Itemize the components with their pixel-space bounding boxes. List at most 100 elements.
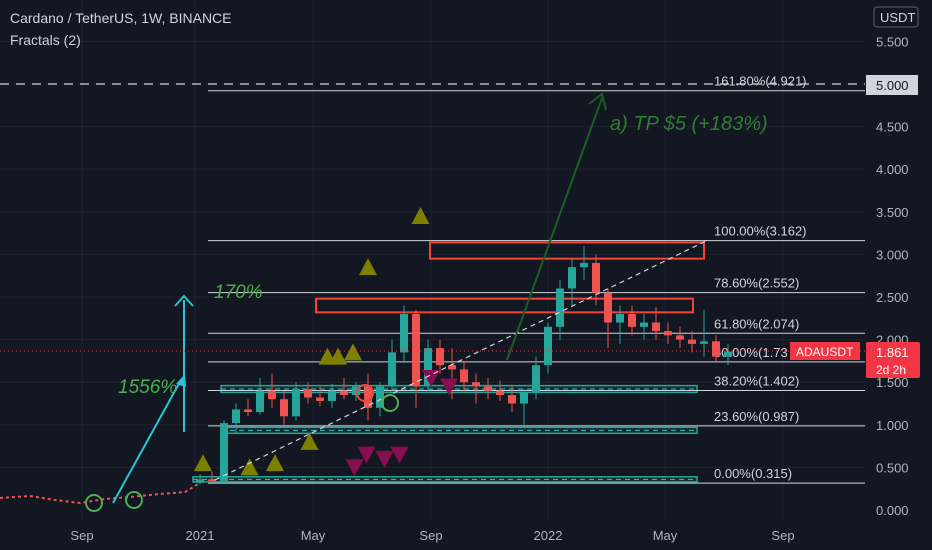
- time-axis-tick: May: [653, 528, 678, 543]
- gain-label-2: 170%: [214, 282, 263, 303]
- fractal-up-marker: [411, 207, 430, 225]
- time-axis-tick: Sep: [70, 528, 93, 543]
- gain-arrow-head: [174, 294, 194, 307]
- candle-body: [484, 386, 492, 391]
- candle-body: [424, 348, 432, 387]
- candle-body: [556, 288, 564, 327]
- symbol-tag: [790, 342, 860, 360]
- fib-label: 0.00%(0.315): [714, 466, 792, 481]
- fractal-down-marker: [357, 446, 376, 464]
- resistance-zone: [429, 241, 705, 260]
- candle-body: [328, 390, 336, 401]
- time-axis-tick: 2022: [534, 528, 563, 543]
- candle-body: [256, 390, 264, 413]
- fib-label: 61.80%(2.074): [714, 316, 799, 331]
- candle-body: [352, 386, 360, 395]
- price-tag: [866, 342, 920, 378]
- fib-label: 50.00%(1.73: [714, 345, 788, 360]
- candle-body: [652, 322, 660, 332]
- price-axis-tick: 3.500: [876, 205, 909, 220]
- time-axis-tick: Sep: [419, 528, 442, 543]
- candle-body: [520, 392, 528, 404]
- indicator-label[interactable]: Fractals (2): [10, 32, 81, 48]
- fractal-up-marker: [329, 347, 347, 365]
- fractal-down-marker: [375, 450, 394, 468]
- price-axis-tick: 5.500: [876, 34, 909, 49]
- candle-body: [544, 326, 552, 366]
- candle-body: [688, 339, 696, 344]
- candle-body: [436, 348, 444, 366]
- candle-body: [280, 399, 288, 417]
- price-axis: 0.0000.5001.0001.5002.0002.5003.0003.500…: [790, 0, 932, 520]
- time-axis-tick: 2021: [186, 528, 215, 543]
- highlight-circle: [85, 494, 103, 512]
- price-axis-tick: 3.000: [876, 247, 909, 262]
- resistance-zone: [315, 297, 694, 314]
- dashed-level-tag: [866, 75, 918, 95]
- fractal-up-marker: [344, 343, 362, 361]
- candle-body: [628, 314, 636, 327]
- fib-label: 23.60%(0.987): [714, 409, 799, 424]
- candle-body: [460, 369, 468, 383]
- candle-body: [340, 390, 348, 395]
- target-arrow-line: [506, 97, 603, 361]
- fib-label: 100.00%(3.162): [714, 224, 807, 239]
- price-axis-tick: 4.000: [876, 162, 909, 177]
- fib-label: 38.20%(1.402): [714, 374, 799, 389]
- fractal-up-marker: [194, 454, 212, 472]
- candle-body: [640, 322, 648, 327]
- target-label: a) TP $5 (+183%): [610, 113, 768, 135]
- fractal-down-marker: [422, 369, 440, 387]
- highlight-circle: [381, 394, 399, 412]
- candle-body: [232, 409, 240, 424]
- candle-body: [724, 351, 732, 357]
- candle-body: [208, 479, 216, 482]
- target-arrow-head: [588, 92, 607, 111]
- fib-label: 78.60%(2.552): [714, 276, 799, 291]
- candles: [196, 245, 732, 485]
- price-axis-tick: 0.500: [876, 460, 909, 475]
- fractal-markers: [194, 207, 458, 477]
- price-history-line: [0, 482, 201, 505]
- candle-body: [292, 389, 300, 417]
- price-axis-tick: 0.000: [876, 503, 909, 518]
- candle-body: [712, 341, 720, 357]
- history-line: [0, 482, 201, 505]
- candle-body: [496, 390, 504, 395]
- fractal-up-marker: [300, 432, 319, 450]
- candle-body: [448, 365, 456, 370]
- time-axis: Sep 2021 May Sep 2022 May Sep: [70, 528, 794, 543]
- price-axis-tick: 2.500: [876, 290, 909, 305]
- support-zones: [192, 241, 705, 483]
- candle-body: [592, 262, 600, 293]
- candle-body: [364, 386, 372, 408]
- price-axis-tick: 1.500: [876, 375, 909, 390]
- candle-body: [676, 335, 684, 340]
- candle-body: [388, 352, 396, 387]
- fractal-down-marker: [390, 446, 409, 464]
- candle-body: [568, 267, 576, 289]
- candle-body: [304, 389, 312, 398]
- dashed-level-label: 5.000: [876, 78, 909, 93]
- candle-body: [244, 409, 252, 413]
- price-countdown: 2d 2h: [876, 363, 906, 377]
- time-axis-tick: May: [301, 528, 326, 543]
- fib-label: 161.80%(4.921): [714, 74, 807, 89]
- highlight-circle: [125, 491, 143, 509]
- chart-title: Cardano / TetherUS, 1W, BINANCE: [10, 10, 232, 26]
- fractal-down-marker: [440, 378, 458, 396]
- highlight-circle: [356, 384, 374, 402]
- candle-body: [532, 365, 540, 393]
- fractal-up-marker: [240, 458, 259, 476]
- candle-body: [616, 314, 624, 323]
- annotations: 1556% 170% a) TP $5 (+183%): [0, 92, 865, 512]
- candle-body: [508, 394, 516, 404]
- candle-body: [700, 341, 708, 344]
- price-axis-tick: 1.000: [876, 418, 909, 433]
- candle-body: [664, 331, 672, 336]
- candle-body: [316, 397, 324, 401]
- candle-body: [400, 314, 408, 353]
- candle-body: [196, 479, 204, 483]
- price-axis-tick: 4.500: [876, 120, 909, 135]
